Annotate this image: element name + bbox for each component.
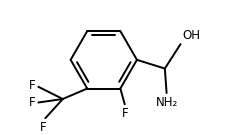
Text: F: F <box>40 121 47 134</box>
Text: F: F <box>29 96 36 109</box>
Text: F: F <box>29 79 36 92</box>
Text: F: F <box>121 107 128 120</box>
Text: OH: OH <box>182 29 199 42</box>
Text: NH₂: NH₂ <box>155 96 177 109</box>
